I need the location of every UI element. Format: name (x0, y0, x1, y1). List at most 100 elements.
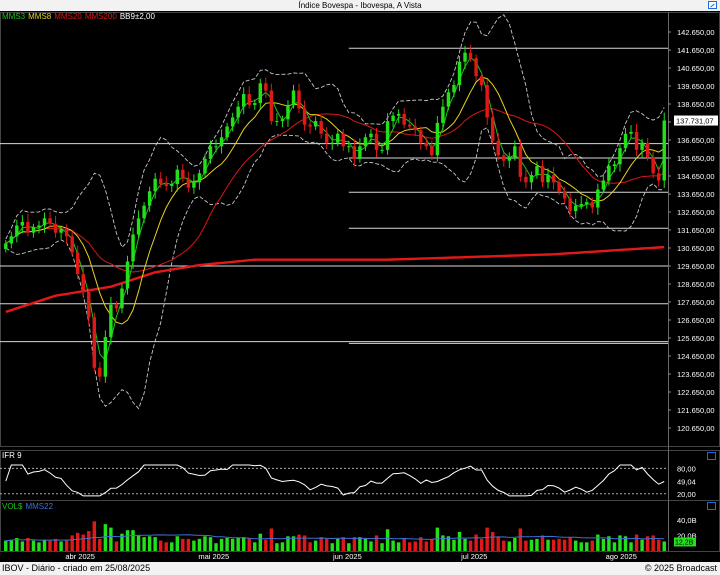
month-label: mai 2025 (198, 552, 229, 561)
candle-down (26, 221, 30, 233)
candle-up (214, 146, 218, 148)
candle-down (490, 117, 495, 141)
candle-down (524, 176, 528, 183)
candle-up (313, 121, 318, 127)
candle-up (280, 119, 285, 122)
month-label: jun 2025 (332, 552, 362, 561)
candle-up (175, 169, 180, 185)
volume-bar-down (87, 531, 91, 551)
volume-bar-up (153, 537, 157, 551)
volume-bar-up (291, 536, 296, 551)
volume-bar-up (136, 535, 141, 551)
candle-up (136, 218, 141, 235)
volume-bar-down (247, 538, 251, 551)
candle-down (64, 229, 69, 237)
candle-up (463, 52, 467, 62)
volume-bar-down (164, 542, 168, 551)
volume-bar-down (264, 539, 268, 551)
volume-bar-down (430, 538, 434, 551)
candle-up (103, 337, 108, 377)
volume-bar-up (175, 536, 180, 551)
volume-ma-line (5, 534, 665, 542)
candle-up (20, 221, 25, 226)
candle-up (330, 142, 334, 144)
candle-up (396, 113, 401, 116)
legend-mms3: MMS3 (2, 12, 26, 21)
candle-down (568, 198, 572, 212)
candle-up (208, 146, 213, 159)
pane-frame (0, 12, 720, 447)
price-tick-label: 125.650,00 (677, 334, 715, 343)
price-tick-label: 127.650,00 (677, 298, 715, 307)
current-price-box (674, 115, 718, 126)
ifr-tick-label: 49,04 (677, 477, 696, 486)
candle-up (369, 133, 373, 138)
volume-bar-up (573, 540, 578, 551)
volume-bar-up (579, 542, 583, 551)
candle-up (170, 184, 174, 186)
expand-icon[interactable] (708, 1, 717, 9)
candle-up (42, 218, 47, 226)
volume-bar-up (435, 527, 440, 551)
volume-bar-down (26, 538, 30, 551)
ifr-expand-icon[interactable] (707, 452, 716, 460)
volume-bar-up (640, 539, 644, 551)
volume-bar-up (463, 538, 467, 551)
volume-bar-up (4, 540, 8, 551)
candle-up (573, 205, 578, 212)
candle-up (15, 225, 19, 237)
ifr-line (5, 464, 665, 497)
candle-up (662, 120, 666, 181)
mms20-line (5, 108, 665, 273)
volume-bar-up (601, 538, 606, 551)
volume-bar-down (518, 528, 523, 551)
candle-up (535, 166, 539, 176)
volume-bar-down (186, 538, 191, 551)
volume-bar-down (302, 535, 307, 551)
price-tick-label: 142.650,00 (677, 28, 715, 37)
volume-bar-down (92, 521, 97, 551)
candle-up (153, 178, 157, 192)
price-tick-label: 134.650,00 (677, 172, 715, 181)
candle-up (640, 142, 644, 150)
volume-tick-label: 40,0B (677, 516, 697, 525)
volume-bar-up (607, 536, 611, 551)
volume-bar-down (568, 537, 572, 551)
volume-current-box (674, 537, 696, 547)
candle-up (529, 175, 534, 183)
price-tick-label: 141.650,00 (677, 46, 715, 55)
candle-down (419, 130, 423, 143)
volume-expand-icon[interactable] (707, 502, 716, 510)
candle-down (645, 142, 650, 158)
volume-bar-up (9, 539, 14, 551)
price-tick-label: 124.650,00 (677, 352, 715, 361)
price-tick-label: 123.650,00 (677, 370, 715, 379)
month-label: abr 2025 (65, 552, 95, 561)
candle-down (590, 202, 595, 208)
mms200-line (5, 245, 665, 314)
footer: IBOV - Diário - criado em 25/08/2025 © 2… (0, 562, 720, 575)
candle-up (612, 164, 617, 167)
candle-up (391, 115, 395, 122)
candle-up (109, 304, 113, 338)
volume-bar-down (114, 541, 119, 551)
volume-bar-down (70, 535, 74, 551)
volume-bar-up (31, 540, 36, 551)
candle-down (551, 175, 556, 183)
volume-bar-up (230, 538, 235, 551)
volume-bar-down (48, 540, 52, 551)
bollinger-lower (5, 127, 665, 410)
volume-bar-down (424, 541, 429, 551)
volume-bar-down (551, 539, 556, 551)
candle-up (452, 85, 456, 93)
candle-up (131, 234, 135, 262)
volume-bar-up (347, 543, 351, 551)
volume-bar-down (524, 540, 528, 551)
volume-bar-up (585, 542, 589, 551)
candle-up (607, 166, 611, 181)
candle-up (435, 122, 440, 156)
candle-down (164, 184, 168, 186)
volume-bar-up (258, 533, 263, 551)
ifr-tick-label: 80,00 (677, 464, 696, 473)
